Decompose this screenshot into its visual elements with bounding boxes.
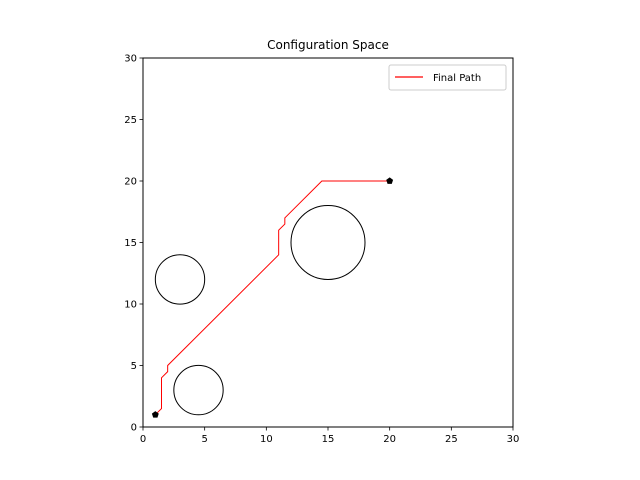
chart-title: Configuration Space [267, 38, 389, 52]
x-tick-label: 5 [201, 434, 207, 445]
y-tick-label: 5 [131, 361, 137, 372]
y-tick-label: 15 [124, 238, 137, 249]
y-tick-label: 10 [124, 300, 137, 311]
axes: 0 5 10 15 20 25 30 0 5 10 15 20 25 30 [124, 54, 519, 446]
x-tick-label: 15 [322, 434, 335, 445]
x-tick-label: 25 [445, 434, 458, 445]
y-tick-label: 20 [124, 177, 137, 188]
plot-content [151, 177, 394, 418]
y-tick-label: 25 [124, 115, 137, 126]
x-tick-label: 0 [140, 434, 146, 445]
series-line-final-path [154, 180, 390, 416]
start-marker [151, 411, 159, 418]
obstacle-circle-1 [154, 254, 206, 305]
legend-label-final-path: Final Path [433, 73, 481, 84]
obstacle-circle-2 [173, 364, 224, 416]
y-tick-label: 0 [131, 423, 137, 434]
x-tick-label: 10 [260, 434, 273, 445]
x-tick-label: 20 [383, 434, 396, 445]
y-tick-label: 30 [124, 54, 137, 65]
x-tick-label: 30 [507, 434, 520, 445]
obstacle-circle-3 [290, 205, 366, 280]
goal-marker [386, 177, 394, 184]
plot-frame [142, 57, 514, 428]
legend: Final Path [388, 64, 507, 91]
legend-box [388, 64, 507, 91]
